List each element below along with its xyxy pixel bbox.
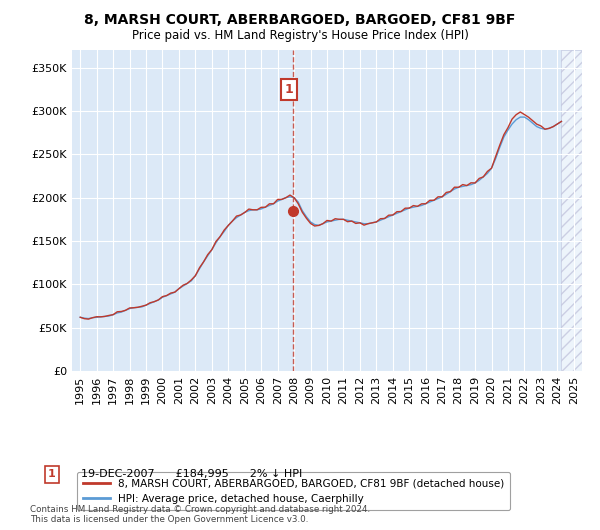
Text: 1: 1 [285,83,294,96]
Text: This data is licensed under the Open Government Licence v3.0.: This data is licensed under the Open Gov… [30,515,308,524]
Text: 8, MARSH COURT, ABERBARGOED, BARGOED, CF81 9BF: 8, MARSH COURT, ABERBARGOED, BARGOED, CF… [85,13,515,27]
Bar [562,50,590,371]
Text: 1: 1 [48,470,56,479]
Text: Price paid vs. HM Land Registry's House Price Index (HPI): Price paid vs. HM Land Registry's House … [131,29,469,42]
Text: Contains HM Land Registry data © Crown copyright and database right 2024.: Contains HM Land Registry data © Crown c… [30,505,370,514]
Legend: 8, MARSH COURT, ABERBARGOED, BARGOED, CF81 9BF (detached house), HPI: Average pr: 8, MARSH COURT, ABERBARGOED, BARGOED, CF… [77,472,511,510]
Text: 19-DEC-2007      £184,995      2% ↓ HPI: 19-DEC-2007 £184,995 2% ↓ HPI [81,470,302,479]
